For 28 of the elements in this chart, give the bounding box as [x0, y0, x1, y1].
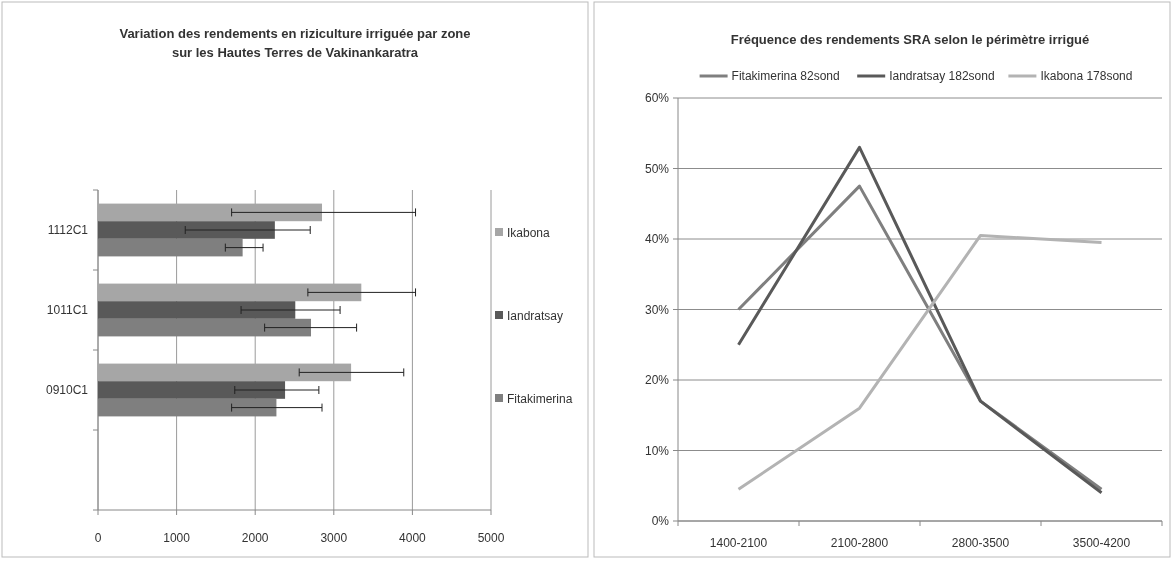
y-tick-label: 50%	[644, 161, 670, 176]
y-tick-label: 20%	[644, 373, 670, 387]
x-tick-label: 2800-3500	[951, 536, 1010, 550]
y-tick-label: 60%	[644, 91, 670, 105]
y-tick-label: 30%	[644, 302, 670, 317]
legend-label: Ikabona 178sond	[1040, 69, 1133, 83]
x-tick-label: 3500-4200	[1072, 536, 1131, 550]
y-tick-label: 1112C1	[47, 223, 89, 237]
y-tick-label: 40%	[644, 232, 670, 246]
chart-title: Fréquence des rendements SRA selon le périmètre irrigué	[730, 32, 1090, 47]
x-tick-label: 2100-2800	[830, 536, 889, 550]
y-tick-label: 0%	[651, 514, 670, 528]
legend-label: Iandratsay 182sond	[889, 69, 995, 83]
y-tick-label: 10%	[644, 443, 670, 458]
legend-label: Fitakimerina 82sond	[731, 69, 840, 83]
x-tick-label: 4000	[399, 531, 427, 545]
x-tick-label: 1400-2100	[709, 536, 768, 550]
chart-title: Variation des rendements en riziculture irriguée par zone sur les Hautes Terres de Vakinankaratra	[119, 26, 471, 60]
x-tick-label: 0	[94, 531, 102, 545]
y-tick-label: 0910C1	[45, 383, 89, 397]
legend-label: Ikabona	[507, 226, 551, 240]
x-tick-label: 3000	[320, 531, 348, 545]
x-tick-label: 5000	[477, 531, 505, 545]
y-tick-label: 1011C1	[46, 303, 89, 317]
legend-label: Fitakimerina	[507, 392, 573, 406]
legend-label: Iandratsay	[507, 309, 564, 323]
x-tick-label: 1000	[163, 531, 191, 545]
x-tick-label: 2000	[241, 531, 269, 545]
